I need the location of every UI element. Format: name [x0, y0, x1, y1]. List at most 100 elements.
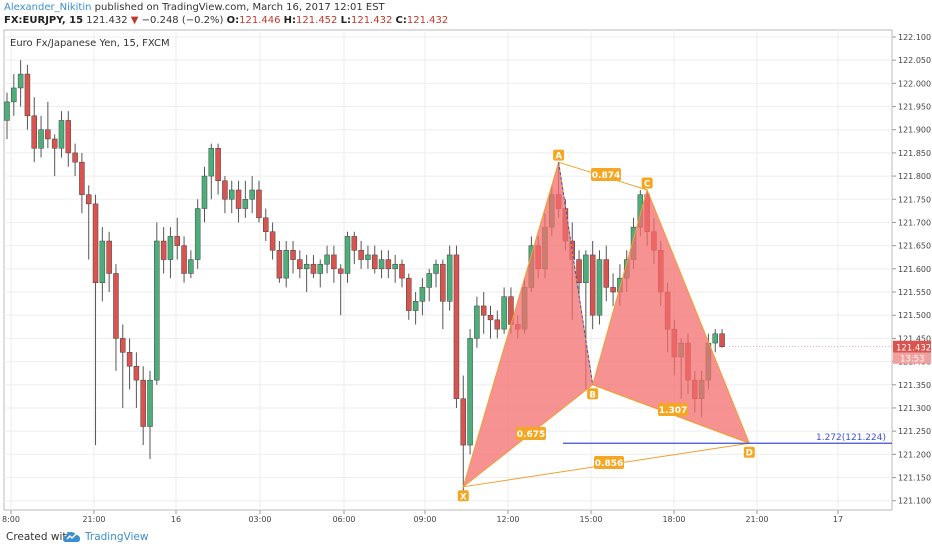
- candle-body: [249, 189, 255, 200]
- candle-body: [474, 305, 480, 339]
- y-tick-label: 122.000: [898, 79, 931, 88]
- x-tick-label: 09:00: [413, 515, 436, 524]
- price-chart[interactable]: 1.272(121.224)XABCD0.6750.8741.3070.856 …: [0, 0, 932, 526]
- candle-body: [174, 236, 180, 246]
- y-tick-label: 121.650: [898, 242, 931, 251]
- candle-body: [120, 338, 126, 353]
- y-tick-label: 121.300: [898, 404, 931, 413]
- x-tick-label: 21:00: [745, 515, 768, 524]
- candle-body: [392, 263, 398, 270]
- candle-body: [324, 254, 330, 265]
- candle-body: [412, 301, 419, 311]
- candle-body: [65, 120, 72, 154]
- candle-body: [215, 148, 221, 181]
- candle-body: [4, 101, 10, 121]
- point-marker-d: [743, 446, 755, 458]
- change-arrow-icon: ▼: [130, 15, 139, 26]
- countdown-tag: [893, 352, 931, 364]
- point-label-d: D: [746, 449, 753, 459]
- ratio-label-xd: 0.856: [595, 459, 623, 469]
- x-tick-label: 17: [833, 515, 843, 524]
- candle-body: [154, 240, 160, 381]
- y-tick-label: 121.450: [898, 334, 931, 343]
- author-link[interactable]: Alexander_Nikitin: [4, 2, 92, 13]
- candle-body: [263, 217, 269, 232]
- price-tag-label: 121.432: [896, 343, 931, 353]
- y-tick-label: 122.100: [898, 33, 931, 42]
- y-tick-label: 121.550: [898, 288, 931, 297]
- y-tick-label: 121.100: [898, 497, 931, 506]
- candle-body: [160, 240, 167, 260]
- y-tick-label: 121.900: [898, 126, 931, 135]
- tradingview-link[interactable]: TradingView: [85, 531, 149, 543]
- candle-body: [45, 129, 51, 140]
- low-label: L:: [340, 15, 351, 26]
- candle-body: [603, 259, 610, 288]
- candle-body: [719, 333, 725, 348]
- point-label-c: C: [644, 180, 650, 190]
- candle-body: [188, 259, 194, 274]
- candle-body: [303, 263, 310, 270]
- candle-body: [181, 245, 187, 274]
- point-label-a: A: [555, 152, 562, 162]
- candle-body: [11, 87, 17, 103]
- candle-body: [99, 240, 106, 284]
- candle-body: [385, 259, 392, 270]
- last-price: 121.432: [86, 15, 128, 26]
- candle-body: [576, 259, 582, 284]
- x-tick-label: 16: [171, 515, 181, 524]
- candle-body: [31, 115, 37, 149]
- low-value: 121.432: [350, 15, 393, 26]
- point-marker-c: [641, 177, 653, 189]
- candle-body: [371, 254, 378, 270]
- candle-body: [276, 250, 283, 279]
- candle-body: [113, 273, 119, 339]
- open-value: 121.446: [239, 15, 281, 26]
- candle-body: [106, 240, 112, 274]
- candle-body: [228, 189, 235, 200]
- candle-body: [446, 254, 453, 302]
- ratio-badge-xd: [594, 456, 624, 469]
- candle-body: [480, 305, 487, 316]
- candle-body: [583, 254, 589, 284]
- harmonic-pattern: 1.272(121.224) X A B C D 0.675 0.874 1.307 0.856: [457, 149, 892, 502]
- publish-info: Alexander_Nikitin published on TradingVi…: [4, 2, 385, 13]
- candle-body: [208, 148, 215, 177]
- x-tick-label: 03:00: [248, 515, 271, 524]
- candle-body: [331, 254, 337, 270]
- y-tick-label: 121.350: [898, 381, 931, 390]
- ratio-label-ac: 0.874: [592, 171, 620, 181]
- candle-body: [92, 203, 99, 284]
- open-label: O:: [226, 15, 240, 26]
- publish-text: published on TradingView.com, March 16, …: [94, 2, 385, 13]
- y-tick-label: 121.700: [898, 218, 931, 227]
- ratio-badge-xb: [516, 427, 546, 440]
- ratio-badge-bd: [658, 403, 688, 416]
- chart-grid: [3, 29, 893, 511]
- y-tick-label: 121.600: [898, 265, 931, 274]
- candle-body: [433, 263, 439, 274]
- candle-body: [79, 161, 85, 195]
- candle-body: [126, 352, 133, 367]
- symbol-label[interactable]: FX:EURJPY, 15: [4, 15, 84, 26]
- tradingview-cloud-icon: [63, 532, 80, 542]
- y-tick-label: 122.050: [898, 56, 931, 65]
- point-marker-b: [587, 388, 599, 400]
- y-tick-label: 121.850: [898, 149, 931, 158]
- x-tick-label: 15:00: [579, 515, 602, 524]
- candle-body: [72, 152, 78, 163]
- y-tick-label: 121.500: [898, 311, 931, 320]
- candle-body: [358, 250, 364, 260]
- chart-title: Euro Fx/Japanese Yen, 15, FXCM: [10, 38, 170, 49]
- footer: Created with TradingView: [0, 526, 932, 550]
- high-value: 121.452: [296, 15, 338, 26]
- chart-header: Alexander_Nikitin published on TradingVi…: [0, 0, 932, 30]
- candle-body: [38, 129, 44, 149]
- ab-dashed-line: [558, 162, 594, 385]
- candle-body: [58, 120, 65, 149]
- point-marker-x: [457, 490, 469, 502]
- candle-body: [453, 254, 460, 399]
- y-tick-label: 121.250: [898, 427, 931, 436]
- candle-body: [406, 277, 412, 311]
- candle-body: [222, 180, 228, 200]
